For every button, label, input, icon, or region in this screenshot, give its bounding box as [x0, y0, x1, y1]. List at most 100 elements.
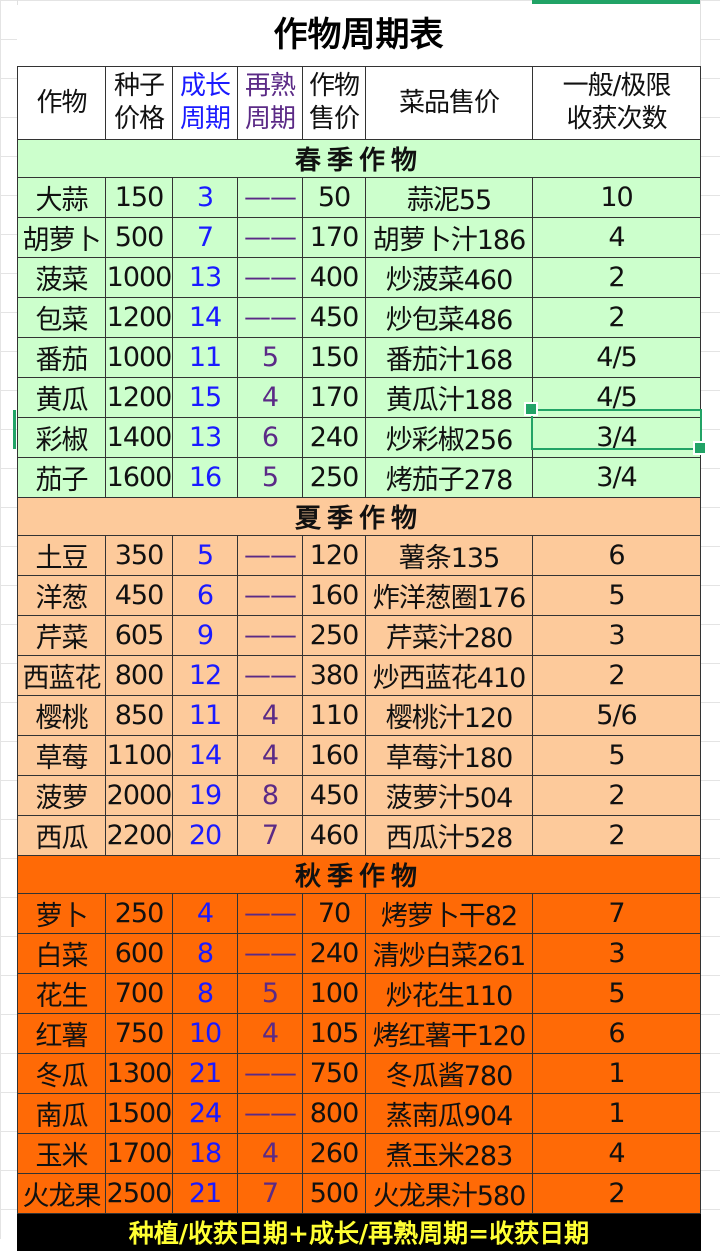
cell-growth-cycle[interactable]: 9: [172, 615, 238, 656]
cell-regrow-cycle[interactable]: 5: [237, 337, 303, 378]
cell-crop-name[interactable]: 茄子: [17, 457, 106, 498]
cell-crop-price[interactable]: 250: [302, 457, 366, 498]
cell-crop-name[interactable]: 花生: [17, 973, 106, 1014]
cell-harvest-count[interactable]: 3/4: [532, 417, 701, 458]
cell-crop-price[interactable]: 100: [302, 973, 366, 1014]
cell-crop-name[interactable]: 大蒜: [17, 177, 106, 218]
cell-growth-cycle[interactable]: 18: [172, 1133, 238, 1174]
cell-dish-price[interactable]: 炒西蓝花410: [365, 655, 533, 696]
cell-crop-name[interactable]: 西瓜: [17, 815, 106, 856]
cell-growth-cycle[interactable]: 8: [172, 933, 238, 974]
cell-dish-price[interactable]: 炒彩椒256: [365, 417, 533, 458]
cell-regrow-cycle[interactable]: ——: [237, 535, 303, 576]
cell-harvest-count[interactable]: 2: [532, 815, 701, 856]
cell-regrow-cycle[interactable]: ——: [237, 177, 303, 218]
cell-crop-name[interactable]: 南瓜: [17, 1093, 106, 1134]
cell-growth-cycle[interactable]: 13: [172, 417, 238, 458]
cell-crop-name[interactable]: 彩椒: [17, 417, 106, 458]
cell-seed-price[interactable]: 2000: [105, 775, 173, 816]
cell-harvest-count[interactable]: 4: [532, 217, 701, 258]
cell-growth-cycle[interactable]: 7: [172, 217, 238, 258]
cell-regrow-cycle[interactable]: 8: [237, 775, 303, 816]
cell-dish-price[interactable]: 薯条135: [365, 535, 533, 576]
cell-growth-cycle[interactable]: 15: [172, 377, 238, 418]
cell-crop-name[interactable]: 黄瓜: [17, 377, 106, 418]
cell-harvest-count[interactable]: 2: [532, 257, 701, 298]
cell-growth-cycle[interactable]: 16: [172, 457, 238, 498]
cell-regrow-cycle[interactable]: 4: [237, 735, 303, 776]
cell-regrow-cycle[interactable]: 7: [237, 1173, 303, 1214]
cell-dish-price[interactable]: 煮玉米283: [365, 1133, 533, 1174]
cell-growth-cycle[interactable]: 13: [172, 257, 238, 298]
cell-regrow-cycle[interactable]: 7: [237, 815, 303, 856]
cell-crop-price[interactable]: 450: [302, 775, 366, 816]
cell-harvest-count[interactable]: 3: [532, 615, 701, 656]
season-title[interactable]: 夏季作物: [17, 497, 701, 536]
cell-seed-price[interactable]: 1300: [105, 1053, 173, 1094]
cell-crop-name[interactable]: 包菜: [17, 297, 106, 338]
cell-seed-price[interactable]: 600: [105, 933, 173, 974]
cell-crop-name[interactable]: 玉米: [17, 1133, 106, 1174]
cell-dish-price[interactable]: 炒花生110: [365, 973, 533, 1014]
cell-regrow-cycle[interactable]: ——: [237, 1093, 303, 1134]
cell-seed-price[interactable]: 1100: [105, 735, 173, 776]
cell-seed-price[interactable]: 850: [105, 695, 173, 736]
cell-growth-cycle[interactable]: 5: [172, 535, 238, 576]
cell-dish-price[interactable]: 炒菠菜460: [365, 257, 533, 298]
cell-crop-price[interactable]: 250: [302, 615, 366, 656]
cell-growth-cycle[interactable]: 8: [172, 973, 238, 1014]
cell-seed-price[interactable]: 700: [105, 973, 173, 1014]
cell-regrow-cycle[interactable]: 6: [237, 417, 303, 458]
cell-dish-price[interactable]: 蒜泥55: [365, 177, 533, 218]
cell-harvest-count[interactable]: 2: [532, 297, 701, 338]
cell-crop-price[interactable]: 380: [302, 655, 366, 696]
cell-crop-name[interactable]: 白菜: [17, 933, 106, 974]
cell-crop-name[interactable]: 芹菜: [17, 615, 106, 656]
cell-harvest-count[interactable]: 2: [532, 655, 701, 696]
cell-harvest-count[interactable]: 3: [532, 933, 701, 974]
cell-harvest-count[interactable]: 5: [532, 735, 701, 776]
header-seed-price[interactable]: 种子 价格: [105, 66, 173, 140]
cell-growth-cycle[interactable]: 21: [172, 1173, 238, 1214]
cell-regrow-cycle[interactable]: ——: [237, 615, 303, 656]
header-crop-name[interactable]: 作物: [17, 66, 106, 140]
cell-crop-price[interactable]: 400: [302, 257, 366, 298]
cell-regrow-cycle[interactable]: 4: [237, 1133, 303, 1174]
cell-regrow-cycle[interactable]: ——: [237, 1053, 303, 1094]
cell-regrow-cycle[interactable]: ——: [237, 217, 303, 258]
cell-crop-name[interactable]: 冬瓜: [17, 1053, 106, 1094]
cell-crop-name[interactable]: 火龙果: [17, 1173, 106, 1214]
cell-dish-price[interactable]: 冬瓜酱780: [365, 1053, 533, 1094]
cell-regrow-cycle[interactable]: 5: [237, 973, 303, 1014]
cell-regrow-cycle[interactable]: ——: [237, 297, 303, 338]
cell-crop-price[interactable]: 170: [302, 217, 366, 258]
cell-growth-cycle[interactable]: 3: [172, 177, 238, 218]
cell-regrow-cycle[interactable]: ——: [237, 655, 303, 696]
cell-crop-price[interactable]: 460: [302, 815, 366, 856]
cell-regrow-cycle[interactable]: 4: [237, 695, 303, 736]
cell-dish-price[interactable]: 樱桃汁120: [365, 695, 533, 736]
cell-harvest-count[interactable]: 4/5: [532, 337, 701, 378]
cell-dish-price[interactable]: 黄瓜汁188: [365, 377, 533, 418]
cell-dish-price[interactable]: 炸洋葱圈176: [365, 575, 533, 616]
cell-dish-price[interactable]: 芹菜汁280: [365, 615, 533, 656]
cell-crop-name[interactable]: 胡萝卜: [17, 217, 106, 258]
cell-crop-name[interactable]: 土豆: [17, 535, 106, 576]
header-regrow-cycle[interactable]: 再熟 周期: [237, 66, 303, 140]
cell-seed-price[interactable]: 1500: [105, 1093, 173, 1134]
cell-dish-price[interactable]: 炒包菜486: [365, 297, 533, 338]
cell-crop-price[interactable]: 120: [302, 535, 366, 576]
cell-crop-price[interactable]: 160: [302, 735, 366, 776]
cell-seed-price[interactable]: 250: [105, 893, 173, 934]
cell-dish-price[interactable]: 烤萝卜干82: [365, 893, 533, 934]
cell-seed-price[interactable]: 1000: [105, 257, 173, 298]
cell-crop-name[interactable]: 洋葱: [17, 575, 106, 616]
cell-growth-cycle[interactable]: 24: [172, 1093, 238, 1134]
cell-growth-cycle[interactable]: 14: [172, 297, 238, 338]
cell-harvest-count[interactable]: 2: [532, 1173, 701, 1214]
cell-seed-price[interactable]: 750: [105, 1013, 173, 1054]
cell-growth-cycle[interactable]: 10: [172, 1013, 238, 1054]
selection-handle-top-left[interactable]: [524, 402, 538, 416]
cell-dish-price[interactable]: 菠萝汁504: [365, 775, 533, 816]
cell-dish-price[interactable]: 西瓜汁528: [365, 815, 533, 856]
